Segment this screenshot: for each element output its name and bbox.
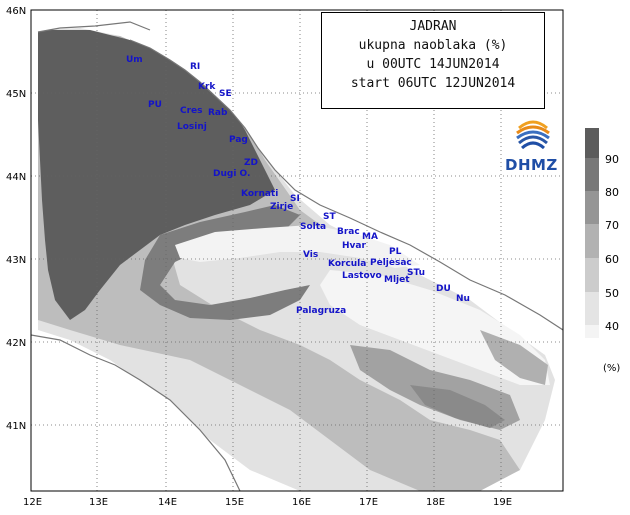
place-label: Krk: [198, 82, 216, 92]
place-label: RI: [190, 62, 200, 72]
lon-label: 17E: [359, 497, 378, 508]
lat-label: 43N: [6, 255, 26, 266]
variable-title: ukupna naoblaka (%): [358, 38, 508, 53]
legend-level: 90: [605, 153, 619, 166]
legend-swatch: [585, 292, 599, 325]
lat-label: 45N: [6, 89, 26, 100]
legend-level: 70: [605, 219, 619, 232]
place-label: Vis: [303, 250, 318, 260]
legend-swatch: [585, 325, 599, 338]
valid-time: u 00UTC 14JUN2014: [366, 57, 500, 72]
place-label: Hvar: [342, 241, 366, 251]
legend-level: 80: [605, 186, 619, 199]
coastline-italy-north: [37, 21, 151, 33]
legend-level: 50: [605, 287, 619, 300]
dhmz-logo-text: DHMZ: [505, 156, 558, 174]
place-label: Solta: [300, 222, 326, 232]
gray-patch-east: [480, 330, 548, 385]
lon-label: 16E: [292, 497, 311, 508]
lat-label: 42N: [6, 338, 26, 349]
italy-north-land: [31, 10, 160, 40]
legend-swatch: [585, 158, 599, 191]
legend-level: 40: [605, 320, 619, 333]
run-start-time: start 06UTC 12JUN2014: [350, 76, 516, 91]
place-label: Mljet: [384, 275, 410, 285]
place-label: STu: [407, 268, 425, 278]
longitude-axis: 12E 13E 14E 15E 16E 17E 18E 19E: [23, 497, 512, 508]
place-label: MA: [362, 232, 378, 242]
region-title: JADRAN: [409, 19, 457, 34]
lat-label: 41N: [6, 421, 26, 432]
clear-strip: [175, 225, 420, 268]
place-label: Korcula: [328, 259, 366, 269]
map-frame: [30, 9, 564, 492]
lon-label: 12E: [23, 497, 42, 508]
legend-swatch: [585, 224, 599, 258]
lon-label: 18E: [426, 497, 445, 508]
lon-label: 19E: [493, 497, 512, 508]
latitude-axis: 46N 45N 44N 43N 42N 41N: [6, 6, 26, 432]
place-label: Dugi O.: [213, 169, 250, 179]
legend-unit: (%): [603, 363, 621, 374]
italy-land: [31, 335, 240, 491]
legend-level: 60: [605, 253, 619, 266]
place-label: Lastovo: [342, 271, 382, 281]
coastline-east: [129, 39, 563, 331]
place-label: Pag: [229, 135, 248, 145]
coastline-italy: [31, 334, 241, 491]
lon-label: 14E: [158, 497, 177, 508]
lat-label: 46N: [6, 6, 26, 17]
place-label: Kornati: [241, 189, 278, 199]
place-label: DU: [436, 284, 451, 294]
clear-area-south: [320, 270, 550, 385]
place-label: Nu: [456, 294, 470, 304]
lon-label: 15E: [225, 497, 244, 508]
lat-label: 44N: [6, 172, 26, 183]
title-box: JADRAN ukupna naoblaka (%) u 00UTC 14JUN…: [321, 12, 545, 109]
place-labels: Um RI Krk SE PU Cres Rab Losinj Pag ZD D…: [126, 55, 470, 316]
place-label: Cres: [180, 106, 203, 116]
place-label: ST: [323, 212, 336, 222]
dhmz-logo-icon: [516, 120, 550, 150]
place-label: PL: [389, 247, 402, 257]
place-label: SI: [290, 194, 300, 204]
dark-patch-south: [410, 385, 505, 428]
place-label: PU: [148, 100, 162, 110]
cloud-cover-legend: 90 80 70 60 50 40: [585, 128, 625, 378]
legend-swatch: [585, 128, 599, 158]
place-label: Rab: [208, 108, 228, 118]
place-label: Um: [126, 55, 143, 65]
place-label: Palagruza: [296, 306, 346, 316]
place-label: ZD: [244, 158, 258, 168]
place-label: Brac: [337, 227, 360, 237]
legend-swatch: [585, 258, 599, 292]
place-label: Losinj: [177, 122, 207, 132]
legend-swatch: [585, 191, 599, 224]
place-label: Zirje: [270, 202, 293, 212]
lon-label: 13E: [89, 497, 108, 508]
place-label: Peljesac: [370, 258, 412, 268]
place-label: SE: [219, 89, 232, 99]
